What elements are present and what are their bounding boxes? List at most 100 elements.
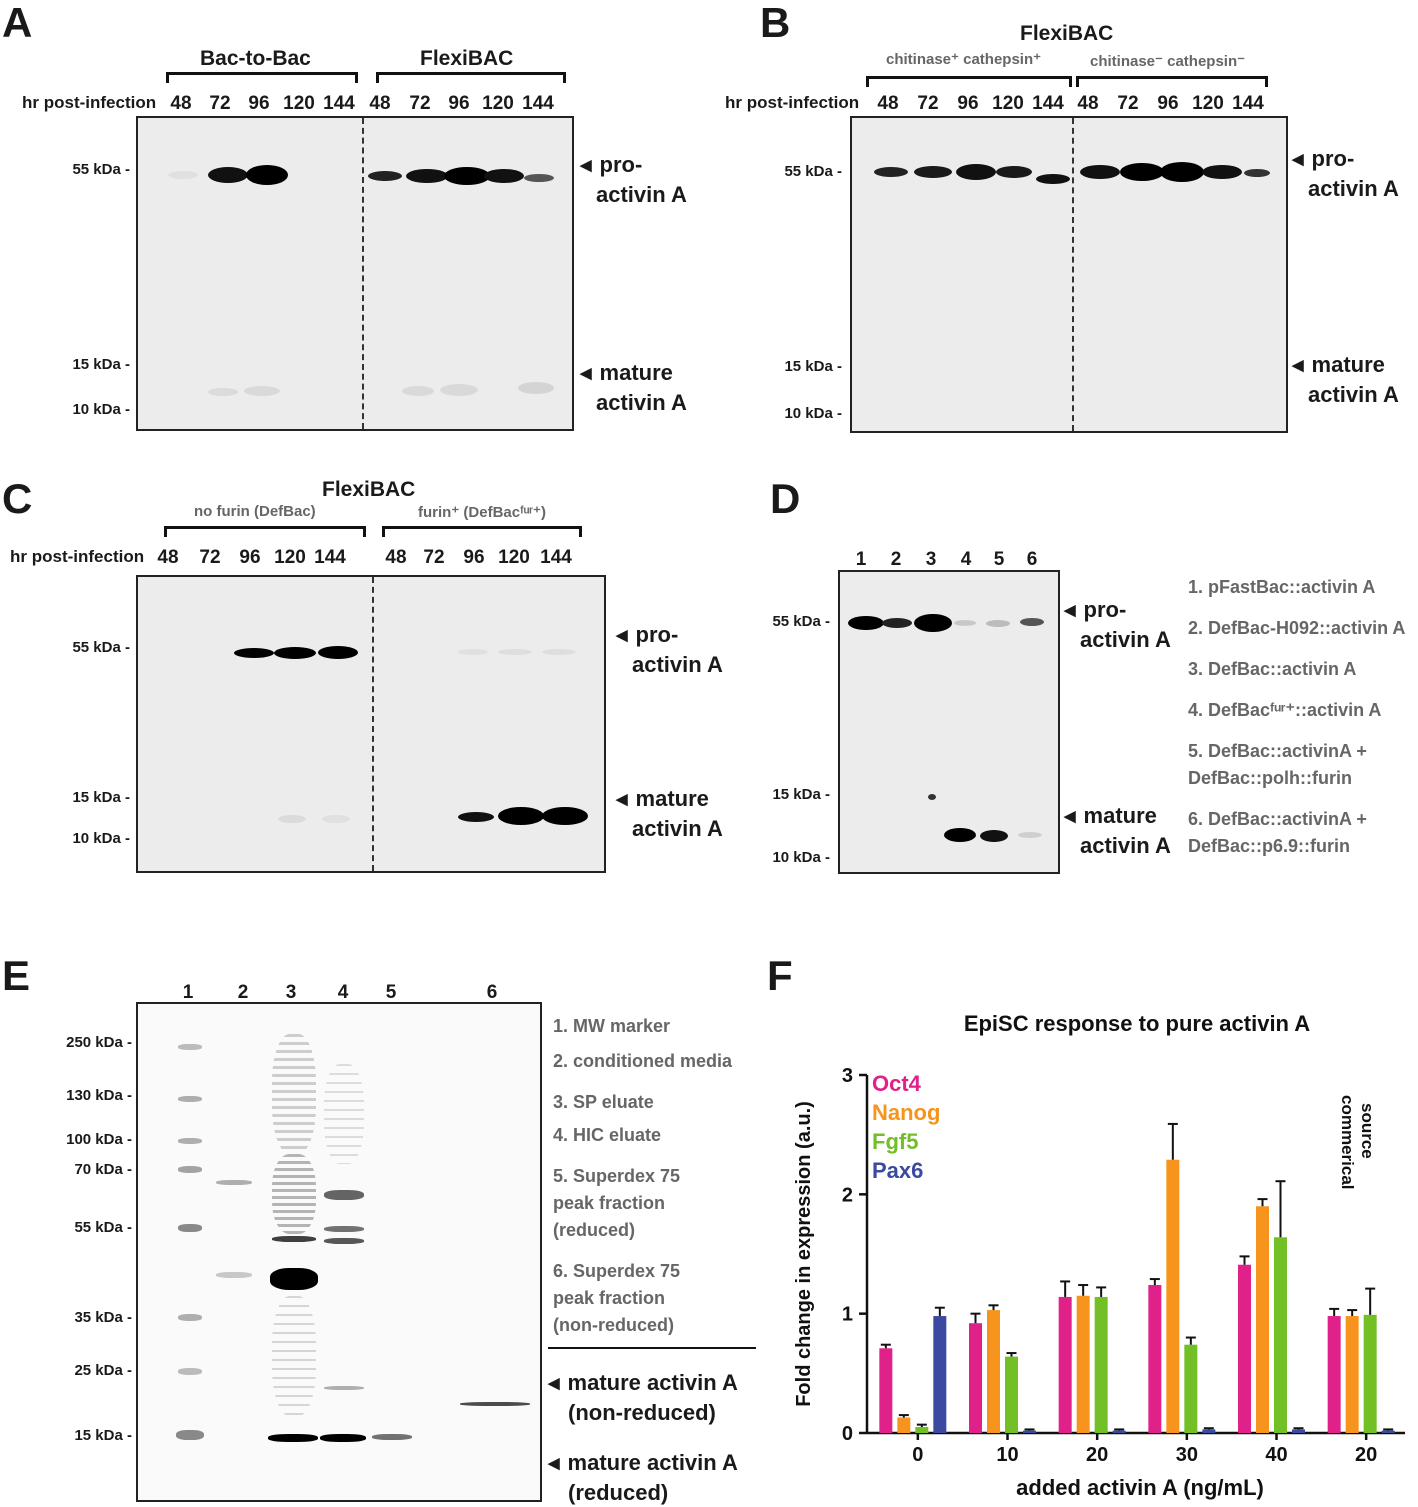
lane-number: 96 xyxy=(957,93,979,114)
band xyxy=(178,1166,202,1173)
lane-number: 4 xyxy=(337,982,349,1003)
band xyxy=(274,647,316,659)
marker-55-kda: 55 kDa xyxy=(42,1219,132,1236)
lane-number: 48 xyxy=(369,93,391,114)
annotation-pro-activin: ◀ pro- activin A xyxy=(580,152,687,207)
band xyxy=(944,828,976,842)
band xyxy=(980,830,1008,842)
y-tick-label: 1 xyxy=(842,1304,853,1326)
lane-number: 144 xyxy=(1232,93,1264,114)
lane-divider xyxy=(1072,118,1074,431)
marker-15-kda: 15 kDa xyxy=(740,786,830,803)
lane-number: 48 xyxy=(385,547,407,568)
arrowhead-icon: ◀ xyxy=(580,365,592,382)
marker-250-kda: 250 kDa xyxy=(42,1034,132,1051)
lane-divider xyxy=(372,577,374,871)
band-smear xyxy=(272,1154,316,1234)
marker-15-kda: 15 kDa xyxy=(42,1427,132,1444)
band xyxy=(542,807,588,825)
lane-number: 96 xyxy=(448,93,470,114)
lane-number: 4 xyxy=(960,549,972,570)
band xyxy=(372,1434,412,1440)
band xyxy=(498,807,544,825)
bar-nanog xyxy=(897,1417,911,1433)
lane-number: 3 xyxy=(925,549,937,570)
band xyxy=(244,386,280,396)
lane-number: 120 xyxy=(274,547,306,568)
lane-number: 144 xyxy=(323,93,355,114)
annotation-source: source xyxy=(1358,1103,1377,1159)
marker-70-kda: 70 kDa xyxy=(42,1161,132,1178)
lane-number: 120 xyxy=(482,93,514,114)
legend-item: (non-reduced) xyxy=(553,1315,674,1335)
bar-oct4 xyxy=(1058,1296,1072,1433)
lane-number: 6 xyxy=(1026,549,1038,570)
lane-number: 2 xyxy=(890,549,902,570)
marker-15-kda: 15 kDa xyxy=(40,356,130,373)
bar-oct4 xyxy=(1238,1264,1251,1433)
legend-item: 1. pFastBac::activin A xyxy=(1188,577,1376,597)
lane-number: 72 xyxy=(423,547,445,568)
group-label-flexibac: FlexiBAC xyxy=(420,47,514,70)
group-bracket xyxy=(866,76,1072,87)
lane-number: 96 xyxy=(248,93,270,114)
legend-item: 4. DefBacᶠᵘʳ⁺::activin A xyxy=(1188,700,1382,720)
arrowhead-icon: ◀ xyxy=(1064,808,1076,825)
annotation-pro-activin: ◀ pro- activin A xyxy=(616,622,723,677)
western-blot-b xyxy=(850,116,1288,433)
band xyxy=(956,164,996,180)
arrowhead-icon: ◀ xyxy=(1292,357,1304,374)
marker-10-kda: 10 kDa xyxy=(752,405,842,422)
marker-55-kda: 55 kDa xyxy=(40,639,130,656)
band xyxy=(524,174,554,182)
bar-fgf5 xyxy=(1005,1356,1018,1433)
group-label-no-furin: no furin (DefBac) xyxy=(194,503,316,520)
band xyxy=(324,1386,364,1390)
group-label-bac-to-bac: Bac-to-Bac xyxy=(200,47,311,70)
group-label-furin-pos: furin⁺ (DefBacᶠᵘʳ⁺) xyxy=(418,504,546,521)
annotation-commercial: commerical xyxy=(1338,1095,1357,1190)
arrowhead-icon: ◀ xyxy=(580,157,592,174)
x-tick-label: 0 xyxy=(912,1444,923,1466)
legend-item: 5. DefBac::activinA + xyxy=(1188,741,1367,761)
annotation-pro-activin: ◀ pro- activin A xyxy=(1064,597,1171,652)
lane-divider xyxy=(362,118,364,429)
band xyxy=(406,169,448,183)
band xyxy=(324,1226,364,1232)
panel-label-b: B xyxy=(760,0,791,46)
lane-number: 48 xyxy=(157,547,179,568)
lane-legend-d: 1. pFastBac::activin A 2. DefBac-H092::a… xyxy=(1188,574,1405,860)
band-smear xyxy=(272,1034,316,1154)
band xyxy=(268,1434,318,1442)
marker-25-kda: 25 kDa xyxy=(42,1362,132,1379)
bar-oct4 xyxy=(969,1323,982,1433)
lane-number: 72 xyxy=(1117,93,1139,114)
band xyxy=(458,649,488,655)
arrowhead-icon: ◀ xyxy=(548,1455,560,1472)
panel-label-e: E xyxy=(2,952,31,999)
band xyxy=(322,815,350,823)
band xyxy=(168,171,198,179)
legend-item: 6. Superdex 75 xyxy=(553,1261,681,1281)
band xyxy=(178,1314,202,1321)
row-label-hr-post-infection: hr post-infection xyxy=(22,93,157,112)
marker-55-kda: 55 kDa xyxy=(40,161,130,178)
band xyxy=(954,620,976,626)
legend-item: 1. MW marker xyxy=(553,1016,671,1036)
y-tick-label: 2 xyxy=(842,1184,853,1206)
row-label-hr-post-infection: hr post-infection xyxy=(10,547,145,566)
annotation-mature-activin: ◀ mature activin A xyxy=(616,786,723,841)
arrowhead-icon: ◀ xyxy=(1292,151,1304,168)
bar-pax6 xyxy=(1112,1430,1126,1433)
marker-15-kda: 15 kDa xyxy=(40,789,130,806)
band xyxy=(318,646,358,659)
x-tick-label: 10 xyxy=(996,1444,1018,1466)
lane-number: 144 xyxy=(314,547,346,568)
lane-number: 1 xyxy=(182,982,194,1003)
marker-130-kda: 130 kDa xyxy=(42,1087,132,1104)
lane-number: 3 xyxy=(285,982,297,1003)
legend-item: DefBac::p6.9::furin xyxy=(1188,836,1351,856)
bar-pax6 xyxy=(933,1316,947,1433)
lane-number: 120 xyxy=(992,93,1024,114)
lane-number: 72 xyxy=(409,93,431,114)
